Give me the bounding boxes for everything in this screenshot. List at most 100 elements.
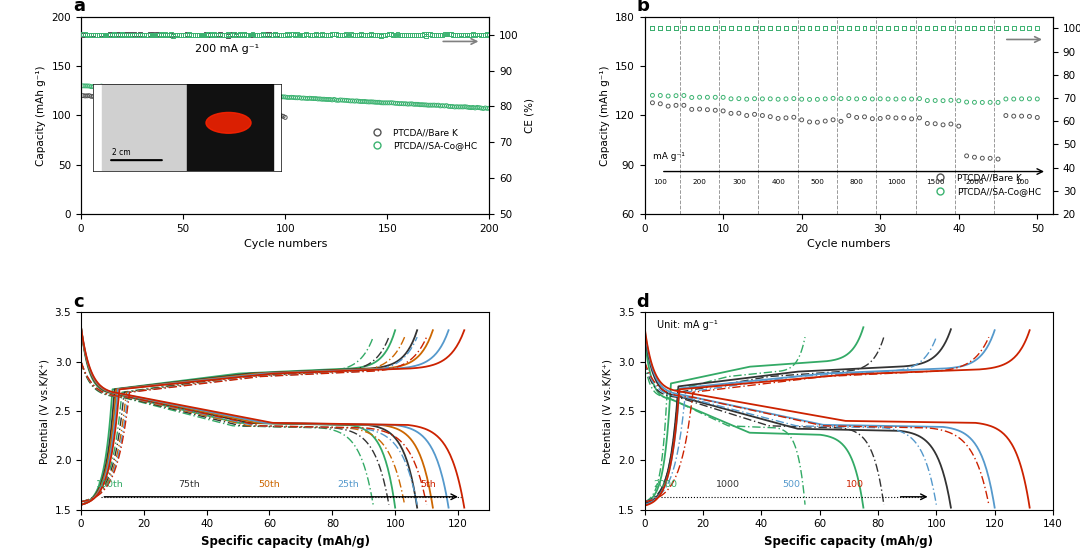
Point [82, 30, 99, 39]
Point [203, 30, 220, 39]
Point [183, 97, 200, 106]
Text: 1000: 1000 [887, 179, 905, 185]
Point [393, 30, 410, 39]
Point [471, 30, 488, 39]
Point [974, 153, 991, 162]
Point [809, 95, 826, 104]
Point [105, 30, 122, 39]
Point [462, 30, 480, 39]
Point [219, 90, 237, 99]
Point [778, 113, 795, 122]
Point [144, 85, 161, 94]
Point [148, 96, 165, 105]
Point [265, 110, 282, 119]
Point [683, 24, 700, 33]
Point [132, 85, 149, 94]
Point [125, 30, 143, 39]
Point [97, 30, 114, 39]
Y-axis label: Capacity (mAh g⁻¹): Capacity (mAh g⁻¹) [599, 65, 609, 166]
Point [249, 106, 267, 115]
Point [644, 24, 661, 33]
Point [173, 86, 190, 95]
Text: Unit: mA g⁻¹: Unit: mA g⁻¹ [657, 320, 717, 330]
Point [116, 93, 133, 102]
Point [146, 96, 163, 105]
Point [322, 95, 339, 104]
Point [706, 24, 724, 33]
Point [116, 31, 133, 40]
Point [226, 30, 243, 39]
Point [346, 97, 363, 106]
Point [444, 102, 461, 111]
Point [382, 30, 400, 39]
Point [409, 30, 427, 39]
Point [667, 91, 685, 100]
Point [77, 30, 94, 39]
Point [107, 94, 124, 102]
Point [723, 24, 740, 33]
Point [79, 31, 96, 40]
Point [824, 94, 841, 103]
Point [375, 99, 392, 108]
Point [460, 103, 477, 112]
Point [848, 24, 865, 33]
Point [258, 30, 275, 39]
Point [855, 24, 873, 33]
Point [405, 100, 422, 109]
Text: 200 mA g⁻¹: 200 mA g⁻¹ [195, 44, 259, 54]
Point [855, 94, 873, 103]
Point [274, 31, 292, 40]
Point [168, 30, 186, 39]
Point [111, 83, 129, 92]
Point [267, 30, 284, 39]
Point [287, 93, 305, 102]
Point [160, 96, 177, 105]
Point [864, 95, 881, 104]
Point [295, 94, 312, 102]
Point [306, 31, 323, 40]
Point [199, 30, 216, 39]
Point [683, 105, 700, 114]
Point [715, 24, 732, 33]
Point [387, 31, 404, 40]
Point [903, 95, 920, 104]
Point [313, 30, 330, 39]
Point [997, 111, 1014, 120]
Point [1013, 24, 1030, 33]
Point [89, 92, 106, 101]
Point [958, 97, 975, 106]
Point [203, 30, 220, 39]
Point [942, 24, 959, 33]
Point [176, 87, 193, 96]
Point [318, 95, 335, 104]
Point [903, 24, 920, 33]
Point [895, 24, 913, 33]
Point [793, 24, 810, 33]
Point [309, 30, 326, 39]
Point [224, 30, 241, 39]
Point [139, 30, 157, 39]
Point [99, 30, 117, 39]
Point [272, 111, 289, 120]
Point [193, 98, 211, 107]
Point [265, 92, 282, 101]
Point [400, 30, 417, 39]
Point [82, 92, 99, 101]
Point [816, 116, 834, 125]
Point [723, 94, 740, 103]
Point [81, 30, 98, 39]
Point [368, 98, 386, 107]
Point [252, 31, 269, 40]
Point [166, 31, 184, 40]
Point [89, 82, 106, 91]
Point [130, 85, 147, 94]
Point [699, 24, 716, 33]
Point [324, 30, 341, 39]
Point [469, 30, 486, 39]
Point [231, 30, 248, 39]
Point [816, 24, 834, 33]
Point [793, 115, 810, 124]
Point [244, 30, 261, 39]
Point [178, 30, 195, 39]
Point [148, 86, 165, 95]
